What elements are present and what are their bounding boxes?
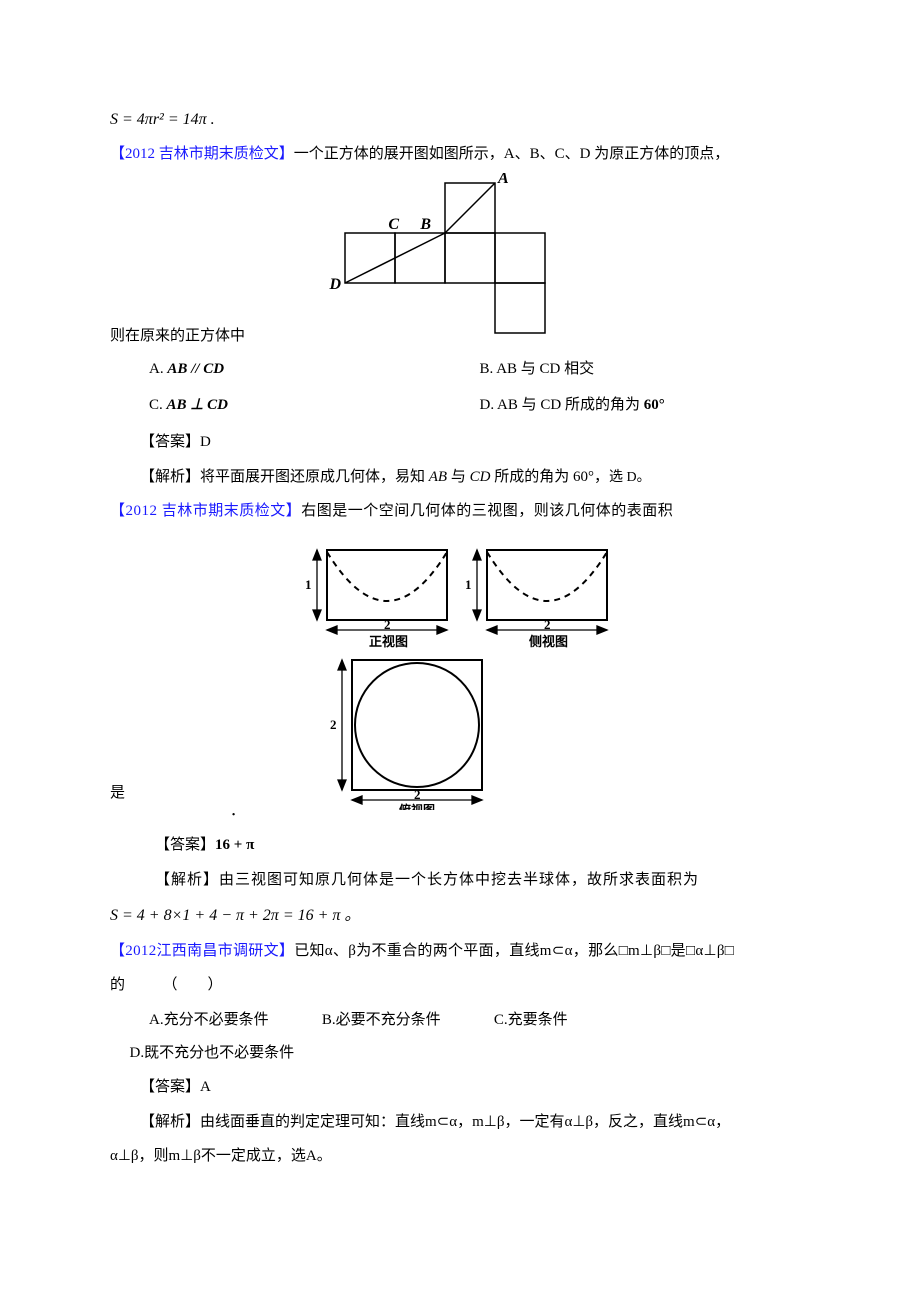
q3-choice-C: C.充要条件 (474, 1004, 567, 1037)
q3-explain-1: 【解析】由线面垂直的判定定理可知：直线m⊂α，m⊥β，一定有α⊥β，反之，直线m… (110, 1106, 810, 1139)
q1-explain: 【解析】将平面展开图还原成几何体，易知 AB 与 CD 所成的角为 60°，选 … (110, 461, 810, 494)
q2-answer: 【答案】16 + π (110, 829, 810, 862)
svg-text:2: 2 (544, 617, 551, 632)
q2-explain-head: 【解析】由三视图可知原几何体是一个长方体中挖去半球体，故所求表面积为 (110, 864, 810, 897)
svg-text:1: 1 (465, 577, 472, 592)
q3-stem-a: 【2012江西南昌市调研文】已知α、β为不重合的两个平面，直线m⊂α，那么□m⊥… (110, 935, 810, 968)
q1-answer: 【答案】D (110, 426, 810, 459)
q3-stem-text: 已知α、β为不重合的两个平面，直线m⊂α，那么□m⊥β□是□α⊥β□ (294, 943, 734, 959)
q2-caption-side: 侧视图 (529, 634, 568, 649)
svg-text:2: 2 (414, 787, 421, 802)
top-formula: S = 4πr² = 14π . (110, 102, 810, 137)
q3-stem-b: 的 （ ） (110, 969, 810, 1002)
q1-figure-row: A B C D 则在原来的正方体中 (110, 173, 810, 353)
q1-label-A: A (497, 173, 509, 187)
q3-source: 【2012江西南昌市调研文】 (110, 943, 294, 959)
q1-label-B: B (419, 216, 431, 233)
q3-explain-2: α⊥β，则m⊥β不一定成立，选A。 (110, 1140, 810, 1173)
q1-stem-line1: 【2012 吉林市期末质检文】一个正方体的展开图如图所示，A、B、C、D 为原正… (110, 138, 810, 171)
q2-stem: 【2012 吉林市期末质检文】右图是一个空间几何体的三视图，则该几何体的表面积 (110, 495, 810, 528)
q2-caption-front: 正视图 (369, 634, 408, 649)
q2-three-views: 1 2 1 2 2 2 正视图 侧视图 俯视图 (287, 530, 627, 810)
q2-explain-formula: S = 4 + 8×1 + 4 − π + 2π = 16 + π 。 (110, 898, 810, 933)
q2-stem-text: 右图是一个空间几何体的三视图，则该几何体的表面积 (301, 503, 673, 519)
q1-source: 【2012 吉林市期末质检文】 (110, 146, 294, 162)
q3-choice-D: D.既不充分也不必要条件 (110, 1037, 294, 1070)
svg-text:2: 2 (384, 617, 391, 632)
q3-answer: 【答案】A (110, 1071, 810, 1104)
q1-choice-A: A. AB // CD (149, 353, 480, 386)
q1-choices: A. AB // CD B. AB 与 CD 相交 C. AB ⊥ CD D. … (149, 353, 810, 425)
svg-text:2: 2 (330, 717, 337, 732)
q3-choice-B: B.必要不充分条件 (302, 1004, 440, 1037)
q1-choice-C: C. AB ⊥ CD (149, 389, 480, 422)
q1-stem-main: 一个正方体的展开图如图所示，A、B、C、D 为原正方体的顶点， (294, 146, 729, 162)
q1-label-C: C (388, 216, 399, 233)
q2-source: 【2012 吉林市期末质检文】 (110, 503, 301, 519)
q3-choice-A: A.充分不必要条件 (130, 1004, 269, 1037)
q2-figure-row: 是 (110, 530, 810, 810)
q1-choice-D: D. AB 与 CD 所成的角为 60° (480, 389, 811, 422)
top-formula-text: S = 4πr² = 14π . (110, 111, 215, 128)
q3-choices: A.充分不必要条件 B.必要不充分条件 C.充要条件 D.既不充分也不必要条件 (110, 1004, 810, 1070)
q1-stem-tail: 则在原来的正方体中 (110, 320, 245, 353)
q1-choice-B: B. AB 与 CD 相交 (480, 353, 811, 386)
svg-text:1: 1 (305, 577, 312, 592)
q1-label-D: D (328, 276, 341, 293)
q2-caption-top: 俯视图 (399, 802, 435, 810)
q1-cube-net: A B C D (325, 173, 595, 343)
